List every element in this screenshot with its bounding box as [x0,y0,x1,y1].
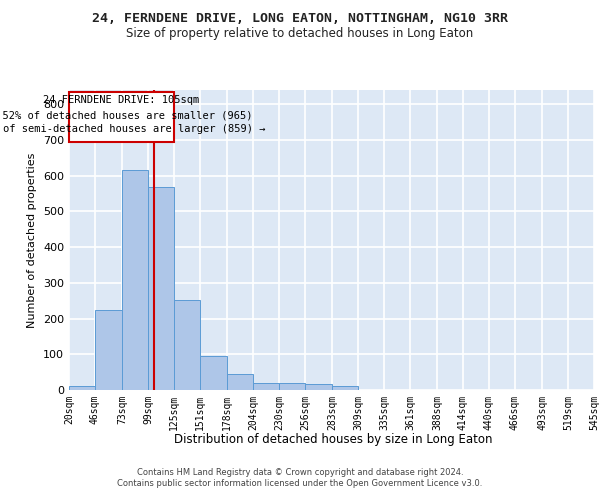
Bar [253,382,279,390]
Bar [332,386,358,390]
Text: ← 52% of detached houses are smaller (965): ← 52% of detached houses are smaller (96… [0,110,253,120]
Text: 24 FERNDENE DRIVE: 105sqm: 24 FERNDENE DRIVE: 105sqm [43,96,200,106]
Text: Contains HM Land Registry data © Crown copyright and database right 2024.
Contai: Contains HM Land Registry data © Crown c… [118,468,482,487]
Bar [305,384,332,390]
Bar [95,310,122,390]
Bar [279,382,305,390]
Bar [69,386,95,390]
Text: Size of property relative to detached houses in Long Eaton: Size of property relative to detached ho… [127,28,473,40]
Bar [227,374,253,390]
Bar [200,356,227,390]
Text: 46% of semi-detached houses are larger (859) →: 46% of semi-detached houses are larger (… [0,124,265,134]
Bar [174,300,200,390]
Y-axis label: Number of detached properties: Number of detached properties [28,152,37,328]
Bar [122,170,148,390]
FancyBboxPatch shape [69,92,174,142]
Text: Distribution of detached houses by size in Long Eaton: Distribution of detached houses by size … [174,432,492,446]
Text: 24, FERNDENE DRIVE, LONG EATON, NOTTINGHAM, NG10 3RR: 24, FERNDENE DRIVE, LONG EATON, NOTTINGH… [92,12,508,26]
Bar [148,187,174,390]
